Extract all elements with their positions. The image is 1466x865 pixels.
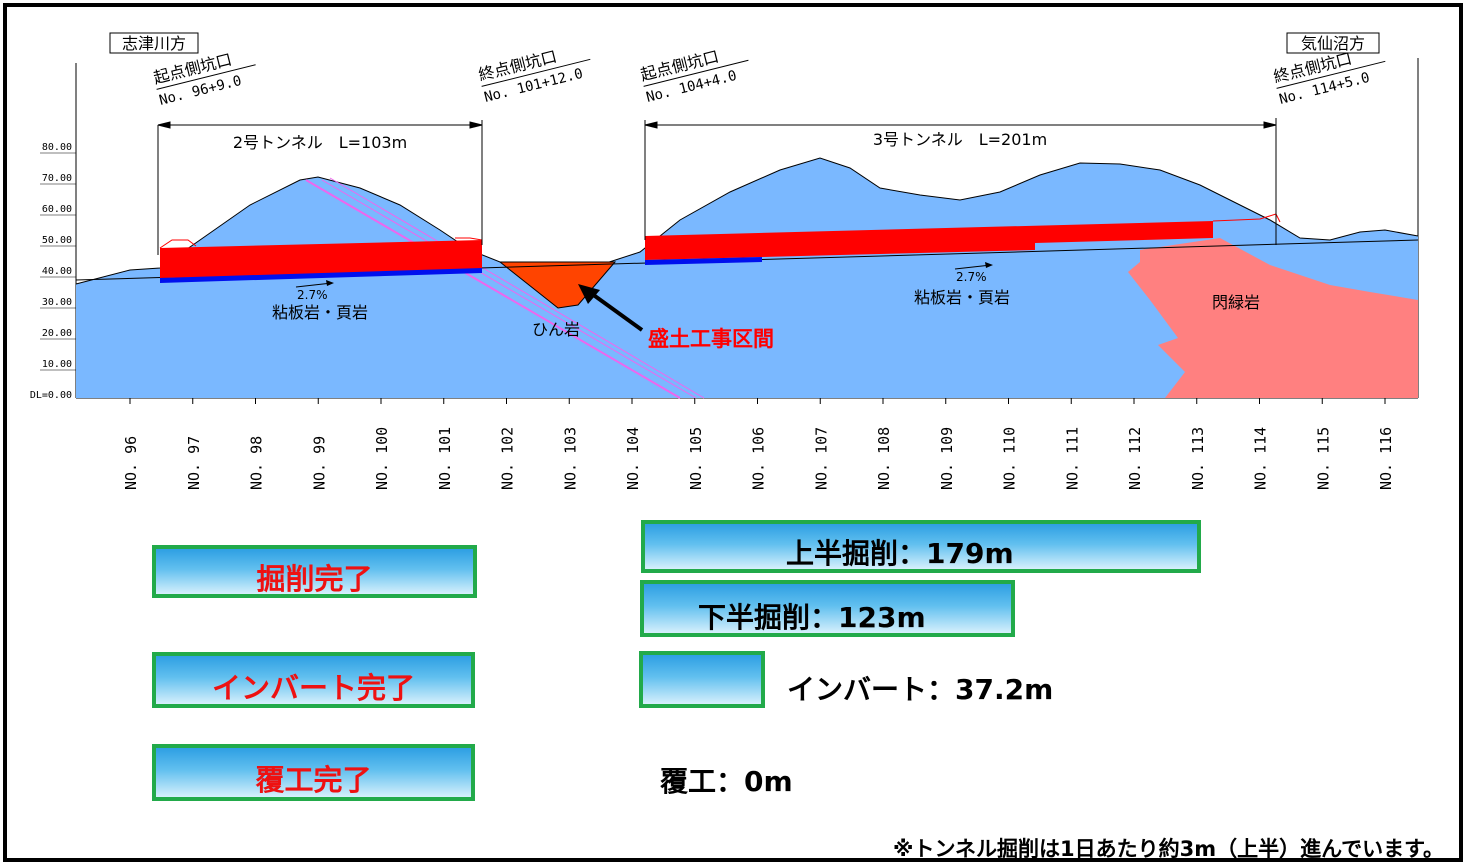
embankment-zone (498, 261, 617, 309)
legend-excavation-done: 掘削完了 (152, 545, 477, 598)
station-label: NO. 113 (1189, 427, 1207, 490)
tunnel2-invert (160, 268, 482, 283)
portal-leaders (157, 118, 1277, 255)
tunnel3-grade: 2.7% (954, 262, 993, 284)
tunnel2-grade: 2.7% (295, 280, 334, 302)
ground-slate-shale (76, 158, 1418, 398)
geology-diorite: 閃緑岩 (1212, 293, 1260, 312)
tunnel2-dimension (157, 121, 483, 129)
elevation-tick: 40.00 (42, 266, 72, 277)
progress-lower-label: 下半掘削：123m (698, 601, 926, 634)
station-label: NO. 108 (875, 427, 893, 490)
tunnel2-excavation (160, 240, 482, 278)
station-label: NO. 101 (436, 427, 454, 490)
ground-surface-line (75, 157, 1419, 285)
legend-invert-done: インバート完了 (152, 652, 475, 708)
tunnel3-excavation (645, 221, 1213, 260)
left-direction-label: 志津川方 (122, 34, 186, 53)
station-label: NO. 109 (938, 427, 956, 490)
station-label: NO. 103 (561, 427, 579, 490)
station-label: NO. 106 (750, 427, 768, 490)
tunnel3-dimension (644, 121, 1277, 129)
embankment-label: 盛土工事区間 (648, 327, 774, 351)
tunnel2-start-portal-label: 起点側坑口 No. 96+9.0 (152, 50, 256, 109)
progress-invert-bar (639, 651, 765, 708)
embankment-arrowhead (578, 284, 600, 304)
legend-lining-done-label: 覆工完了 (255, 763, 372, 797)
station-label: NO. 100 (373, 427, 391, 490)
progress-upper-label: 上半掘削：179m (786, 537, 1014, 570)
elevation-tick: 30.00 (42, 297, 72, 308)
station-label: NO. 114 (1252, 427, 1270, 490)
tunnel3-invert (645, 257, 762, 265)
progress-invert-label: インバート：37.2m (787, 673, 1054, 706)
geology-slate-right: 粘板岩・頁岩 (914, 288, 1010, 307)
tunnel2-end-portal (455, 237, 483, 241)
geology-slate-left: 粘板岩・頁岩 (272, 303, 368, 322)
embankment-arrow (586, 289, 644, 332)
right-direction-label: 気仙沼方 (1301, 34, 1365, 53)
grade-label: 2.7% (297, 288, 328, 302)
station-label: NO. 96 (122, 436, 140, 490)
elevation-tick-labels: 80.00 70.00 60.00 50.00 40.00 30.00 20.0… (30, 142, 72, 401)
right-direction-box (1286, 32, 1380, 54)
legend-excavation-done-label: 掘削完了 (256, 562, 373, 596)
progress-lower-bar (640, 580, 1015, 637)
elevation-tick: 50.00 (42, 235, 72, 246)
left-direction-box (109, 32, 199, 54)
tunnel2-start-portal (159, 239, 197, 249)
station-label: NO. 116 (1377, 427, 1395, 490)
tunnel3-name: 3号トンネル L=201m (873, 130, 1047, 149)
station-label: NO. 112 (1126, 427, 1144, 490)
progress-lining-label: 覆工：0m (660, 765, 793, 798)
elevation-tick: DL=0.00 (30, 390, 72, 401)
station-label: NO. 111 (1063, 427, 1081, 490)
geology-porphyrite: ひん岩 (532, 320, 580, 339)
footnote: ※トンネル掘削は1日あたり約3m（上半）進んでいます。 (893, 837, 1444, 861)
tunnel2-end-portal-label: 終点側坑口 No. 101+12.0 (477, 47, 591, 106)
station-label: NO. 97 (185, 436, 203, 490)
elevation-tick-lines (40, 152, 76, 371)
station-label: NO. 105 (687, 427, 705, 490)
elevation-tick: 20.00 (42, 328, 72, 339)
elevation-tick: 10.00 (42, 359, 72, 370)
station-label: NO. 98 (248, 436, 266, 490)
station-label: NO. 115 (1314, 427, 1332, 490)
station-label: NO. 99 (310, 436, 328, 490)
station-label: NO. 110 (1001, 427, 1019, 490)
tunnel3-end-portal (1212, 213, 1281, 223)
station-label: NO. 104 (624, 427, 642, 490)
legend-lining-done: 覆工完了 (152, 744, 475, 801)
grade-label: 2.7% (956, 270, 987, 284)
station-label: NO. 107 (812, 427, 830, 490)
tunnel3-start-portal-label: 起点側坑口 No. 104+4.0 (639, 47, 749, 106)
elevation-tick: 80.00 (42, 142, 72, 153)
station-label: NO. 102 (499, 427, 517, 490)
tunnel2-name: 2号トンネル L=103m (233, 133, 407, 152)
legend-invert-done-label: インバート完了 (211, 671, 415, 705)
diorite-zone (1128, 238, 1418, 398)
elevation-tick: 60.00 (42, 204, 72, 215)
porphyrite-dike (305, 177, 705, 399)
elevation-tick: 70.00 (42, 173, 72, 184)
progress-upper-bar (641, 520, 1201, 573)
outer-frame (3, 3, 1463, 862)
station-axis-labels: NO. 96 NO. 97 NO. 98 NO. 99 NO. 100 NO. 101 NO… (122, 398, 1395, 490)
